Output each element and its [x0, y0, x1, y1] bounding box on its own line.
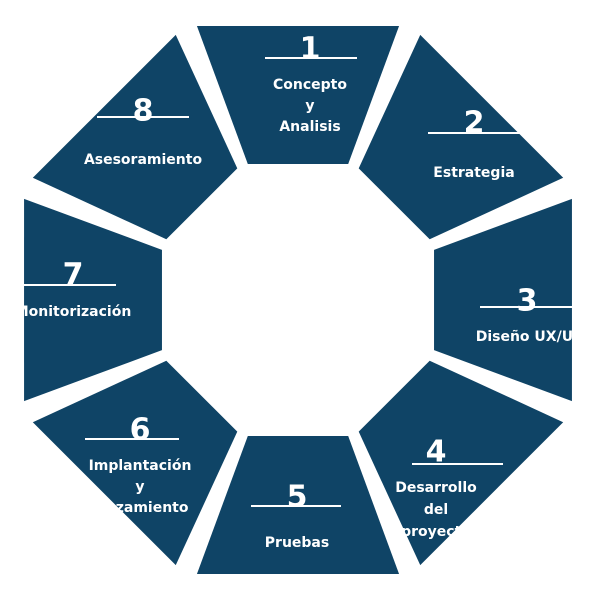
segment-8 — [32, 34, 238, 240]
segment-8-label-line: Asesoramiento — [84, 152, 203, 168]
segment-8-number: 8 — [133, 94, 154, 129]
segment-4-label-line: Desarrollo — [395, 480, 477, 496]
segment-1-label-line: Concepto — [273, 77, 347, 93]
labels-layer: 1 Concepto y Analisis 2 Estrategia 3 Diseño UX/… — [15, 32, 579, 552]
segment-5-number: 5 — [287, 480, 308, 515]
segment-6 — [32, 360, 238, 566]
segment-4-label-line: proyecto — [401, 524, 471, 540]
segment-4-label-line: del — [424, 502, 448, 518]
segment-5 — [196, 436, 400, 574]
segment-3-label-line: Diseño UX/UI — [476, 329, 579, 345]
segment-2-number: 2 — [464, 106, 485, 141]
segment-6-number: 6 — [130, 413, 151, 448]
segment-3-number: 3 — [517, 284, 538, 319]
segment-6-label-line: lanzamiento — [92, 500, 189, 516]
segment-2 — [358, 34, 564, 240]
segment-1 — [196, 26, 400, 164]
segment-6-label-line: Implantación — [89, 458, 192, 474]
segment-1-label-line: Analisis — [279, 119, 340, 135]
segments-layer — [24, 26, 572, 574]
segment-6-label-line: y — [135, 479, 144, 495]
segment-4-number: 4 — [426, 435, 447, 470]
segment-7-number: 7 — [63, 258, 84, 293]
segment-5-label-line: Pruebas — [265, 535, 329, 551]
segment-2-label-line: Estrategia — [433, 165, 514, 181]
segment-1-label-line: y — [305, 98, 314, 114]
segment-1-number: 1 — [300, 32, 321, 67]
segment-7 — [24, 198, 162, 402]
segment-7-label-line: Monitorización — [15, 304, 132, 320]
segment-4 — [358, 360, 564, 566]
segment-3 — [434, 198, 572, 402]
